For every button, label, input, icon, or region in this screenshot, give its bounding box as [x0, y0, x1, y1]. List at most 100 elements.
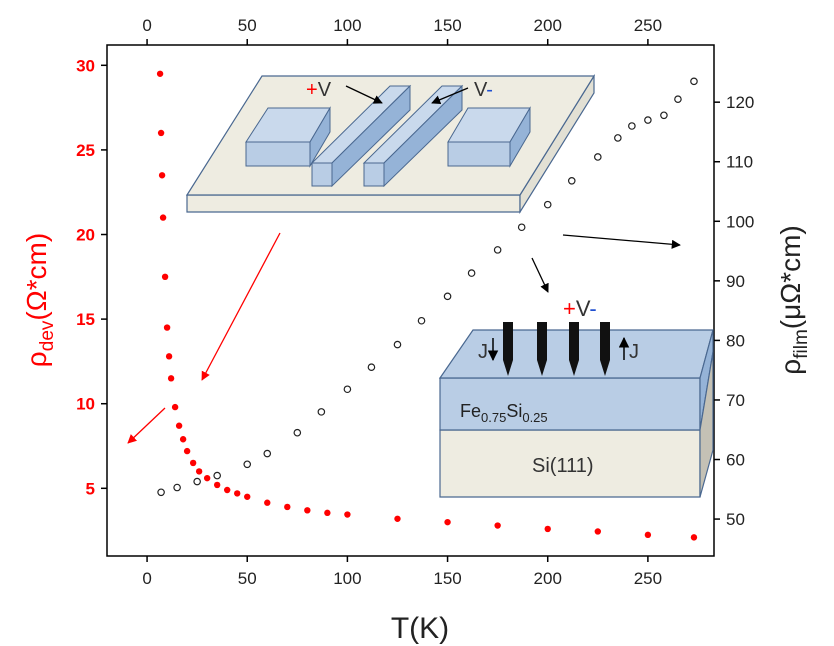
data-point	[160, 214, 166, 220]
x-tick-label: 50	[238, 569, 257, 588]
data-point	[214, 482, 220, 488]
y2-tick-label: 90	[726, 272, 745, 291]
x-tick-label-top: 250	[634, 16, 662, 35]
data-point	[595, 528, 601, 534]
inset-device	[187, 76, 594, 212]
minus-sign: -	[486, 79, 493, 101]
data-point	[176, 423, 182, 429]
data-point	[157, 71, 163, 77]
y-label-part: ρ	[21, 351, 52, 367]
x-tick-label: 100	[333, 569, 361, 588]
y2-label-sub: film	[791, 329, 812, 359]
data-point	[344, 511, 350, 517]
data-point	[184, 448, 190, 454]
inset-label: +V	[306, 79, 332, 101]
y2-tick-label: 60	[726, 451, 745, 470]
inset-label: +V-	[563, 296, 597, 321]
data-point	[545, 201, 551, 207]
data-point	[629, 123, 635, 129]
film-label-part: Fe	[460, 401, 481, 421]
data-point	[166, 353, 172, 359]
data-point	[159, 172, 165, 178]
film-label-sub: 0.75	[481, 410, 506, 425]
data-point	[418, 318, 424, 324]
y-tick-label: 15	[76, 310, 95, 329]
film-label-part: Si	[506, 401, 522, 421]
y-tick-label: 20	[76, 226, 95, 245]
data-point	[204, 475, 210, 481]
data-point	[444, 519, 450, 525]
data-point	[180, 436, 186, 442]
data-point	[304, 507, 310, 513]
data-point	[661, 112, 667, 118]
v-label: V	[318, 79, 332, 101]
data-point	[172, 404, 178, 410]
y-label-sub: dev	[37, 320, 58, 351]
data-point	[264, 500, 270, 506]
data-point	[595, 154, 601, 160]
x-tick-label: 0	[142, 569, 151, 588]
y-tick-label: 10	[76, 395, 95, 414]
data-point	[675, 96, 681, 102]
data-point	[190, 460, 196, 466]
chart: +V V- +V- J J Fe0.75Si0.25 Si(111) T(K) …	[0, 0, 834, 646]
data-point	[158, 130, 164, 136]
data-point	[645, 532, 651, 538]
data-point	[168, 375, 174, 381]
data-point	[494, 247, 500, 253]
data-point	[545, 526, 551, 532]
data-point	[158, 489, 164, 495]
data-point	[294, 430, 300, 436]
j-label: J	[478, 341, 488, 363]
y2-label-part: (μΩ*cm)	[775, 225, 806, 329]
y-label-part: (Ω*cm)	[21, 233, 52, 321]
data-point	[444, 293, 450, 299]
data-point	[196, 468, 202, 474]
data-point	[244, 494, 250, 500]
y2-tick-label: 80	[726, 331, 745, 350]
data-point	[244, 461, 250, 467]
data-point	[645, 117, 651, 123]
inset-label: V-	[474, 79, 493, 101]
y2-tick-label: 120	[726, 93, 754, 112]
y2-tick-label: 100	[726, 212, 754, 231]
x-tick-label-top: 100	[333, 16, 361, 35]
y-tick-label: 25	[76, 141, 95, 160]
plus-sign: +	[306, 79, 318, 101]
data-point	[318, 409, 324, 415]
data-point	[174, 484, 180, 490]
plus-sign: +	[563, 296, 576, 321]
data-point	[164, 324, 170, 330]
x-tick-label: 200	[534, 569, 562, 588]
y-tick-label: 30	[76, 56, 95, 75]
film-label-sub: 0.25	[522, 410, 547, 425]
data-point	[264, 450, 270, 456]
y2-tick-label: 110	[726, 153, 753, 172]
x-axis-label: T(K)	[391, 612, 449, 645]
x-tick-label-top: 0	[142, 16, 151, 35]
j-label: J	[629, 341, 639, 363]
x-tick-label-top: 150	[433, 16, 461, 35]
x-tick-label: 250	[634, 569, 662, 588]
data-point	[468, 270, 474, 276]
data-point	[162, 274, 168, 280]
substrate-label: Si(111)	[532, 455, 594, 477]
y-axis-label: ρdev(Ω*cm)	[21, 233, 58, 367]
data-point	[394, 516, 400, 522]
data-point	[691, 534, 697, 540]
data-point	[284, 504, 290, 510]
data-point	[494, 522, 500, 528]
x-tick-label-top: 50	[238, 16, 257, 35]
data-point	[224, 487, 230, 493]
minus-sign: -	[589, 296, 596, 321]
x-tick-label: 150	[433, 569, 461, 588]
y2-axis-label: ρfilm(μΩ*cm)	[775, 225, 812, 374]
data-point	[368, 364, 374, 370]
y2-label-part: ρ	[775, 359, 806, 375]
data-point	[518, 224, 524, 230]
data-point	[214, 472, 220, 478]
y2-tick-label: 50	[726, 510, 745, 529]
data-point	[615, 135, 621, 141]
data-point	[344, 386, 350, 392]
x-tick-label-top: 200	[534, 16, 562, 35]
